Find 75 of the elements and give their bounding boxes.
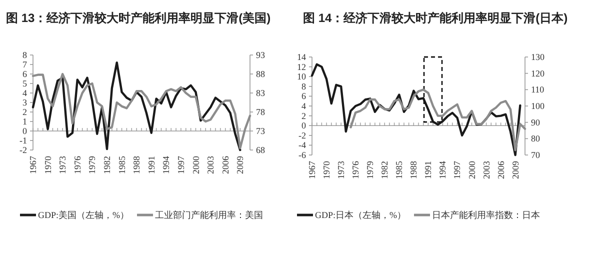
legend-label: 日本产能利用率指数：日本 bbox=[432, 210, 540, 220]
y2-tick-label: 120 bbox=[531, 68, 545, 78]
y-tick-label: 3 bbox=[22, 98, 28, 108]
x-tick-label: 1979 bbox=[87, 156, 98, 174]
y2-tick-label: 83 bbox=[256, 88, 266, 98]
legend-label: 工业部门产能利用率：美国 bbox=[155, 210, 264, 220]
x-tick-label: 1970 bbox=[322, 160, 332, 179]
x-tick-label: 2009 bbox=[235, 156, 246, 174]
y-tick-label: -6 bbox=[298, 150, 306, 160]
y2-tick-label: 100 bbox=[531, 101, 545, 111]
x-tick-label: 1973 bbox=[58, 156, 68, 174]
x-tick-label: 1982 bbox=[102, 156, 112, 174]
y2-tick-label: 73 bbox=[256, 126, 266, 136]
x-tick-label: 1994 bbox=[438, 160, 448, 179]
y2-tick-label: 70 bbox=[531, 150, 540, 160]
x-tick-label: 1988 bbox=[408, 160, 419, 179]
x-tick-label: 2006 bbox=[496, 160, 506, 179]
line-series bbox=[310, 63, 522, 156]
y-tick-label: 8 bbox=[22, 50, 28, 60]
y-tick-label: 2 bbox=[22, 107, 27, 117]
x-tick-label: 1997 bbox=[176, 156, 186, 174]
x-tick-label: 2000 bbox=[466, 160, 477, 179]
y2-tick-label: 80 bbox=[531, 134, 540, 144]
y2-tick-label: 78 bbox=[256, 107, 266, 117]
y-tick-label: -2 bbox=[20, 145, 27, 155]
x-tick-label: 2003 bbox=[206, 156, 216, 174]
y-tick-label: 6 bbox=[22, 69, 28, 79]
x-tick-label: 1985 bbox=[394, 160, 404, 179]
y-tick-label: 1 bbox=[22, 116, 27, 126]
line-series bbox=[32, 62, 242, 152]
y2-tick-label: 93 bbox=[256, 50, 266, 60]
y-tick-label: -2 bbox=[298, 130, 306, 140]
y-tick-label: 14 bbox=[297, 52, 306, 62]
x-tick-label: 2000 bbox=[190, 156, 201, 174]
y2-tick-label: 110 bbox=[531, 84, 545, 95]
y-tick-label: 7 bbox=[22, 60, 28, 70]
legend-label: GDP:美国（左轴，%） bbox=[38, 210, 130, 220]
y2-tick-label: 88 bbox=[256, 69, 266, 79]
x-tick-label: 1991 bbox=[146, 156, 156, 174]
x-tick-label: 1976 bbox=[72, 156, 82, 174]
x-tick-label: 1997 bbox=[452, 160, 462, 179]
line-series bbox=[350, 88, 526, 152]
x-tick-label: 2006 bbox=[220, 156, 230, 174]
y-tick-label: 6 bbox=[302, 91, 306, 102]
y-tick-label: 8 bbox=[302, 81, 306, 92]
y-tick-label: 12 bbox=[297, 62, 306, 72]
y-tick-label: 10 bbox=[297, 72, 306, 82]
x-tick-label: 1979 bbox=[365, 160, 376, 179]
y-tick-label: -4 bbox=[298, 140, 306, 150]
y-tick-label: 0 bbox=[302, 120, 306, 131]
y-tick-label: 4 bbox=[302, 101, 306, 111]
y-tick-label: 2 bbox=[302, 110, 306, 121]
chart-title: 图 13：经济下滑较大时产能利用率明显下滑(美国) bbox=[6, 11, 271, 25]
x-tick-label: 1967 bbox=[28, 156, 38, 174]
x-tick-label: 1991 bbox=[423, 161, 434, 179]
x-tick-label: 1967 bbox=[307, 160, 317, 179]
y-tick-label: -1 bbox=[20, 136, 27, 146]
y-tick-label: 0 bbox=[22, 126, 28, 136]
y-tick-label: 4 bbox=[22, 88, 28, 98]
x-tick-label: 1970 bbox=[42, 156, 53, 174]
chart-title: 图 14：经济下滑较大时产能利用率明显下滑(日本) bbox=[303, 11, 568, 25]
y2-tick-label: 68 bbox=[256, 145, 266, 155]
y2-tick-label: 90 bbox=[531, 117, 540, 128]
x-tick-label: 1994 bbox=[161, 156, 172, 174]
line-series bbox=[32, 72, 252, 150]
x-tick-label: 1976 bbox=[350, 160, 361, 179]
y2-tick-label: 130 bbox=[531, 52, 545, 62]
x-tick-label: 1982 bbox=[380, 161, 390, 179]
x-tick-label: 2003 bbox=[481, 160, 492, 179]
x-tick-label: 1985 bbox=[116, 156, 127, 174]
x-tick-label: 2009 bbox=[510, 160, 520, 179]
legend-label: GDP:日本（左轴，%） bbox=[314, 210, 406, 220]
x-tick-label: 1973 bbox=[336, 160, 346, 179]
y-tick-label: 5 bbox=[22, 78, 28, 88]
x-tick-label: 1988 bbox=[132, 156, 142, 174]
